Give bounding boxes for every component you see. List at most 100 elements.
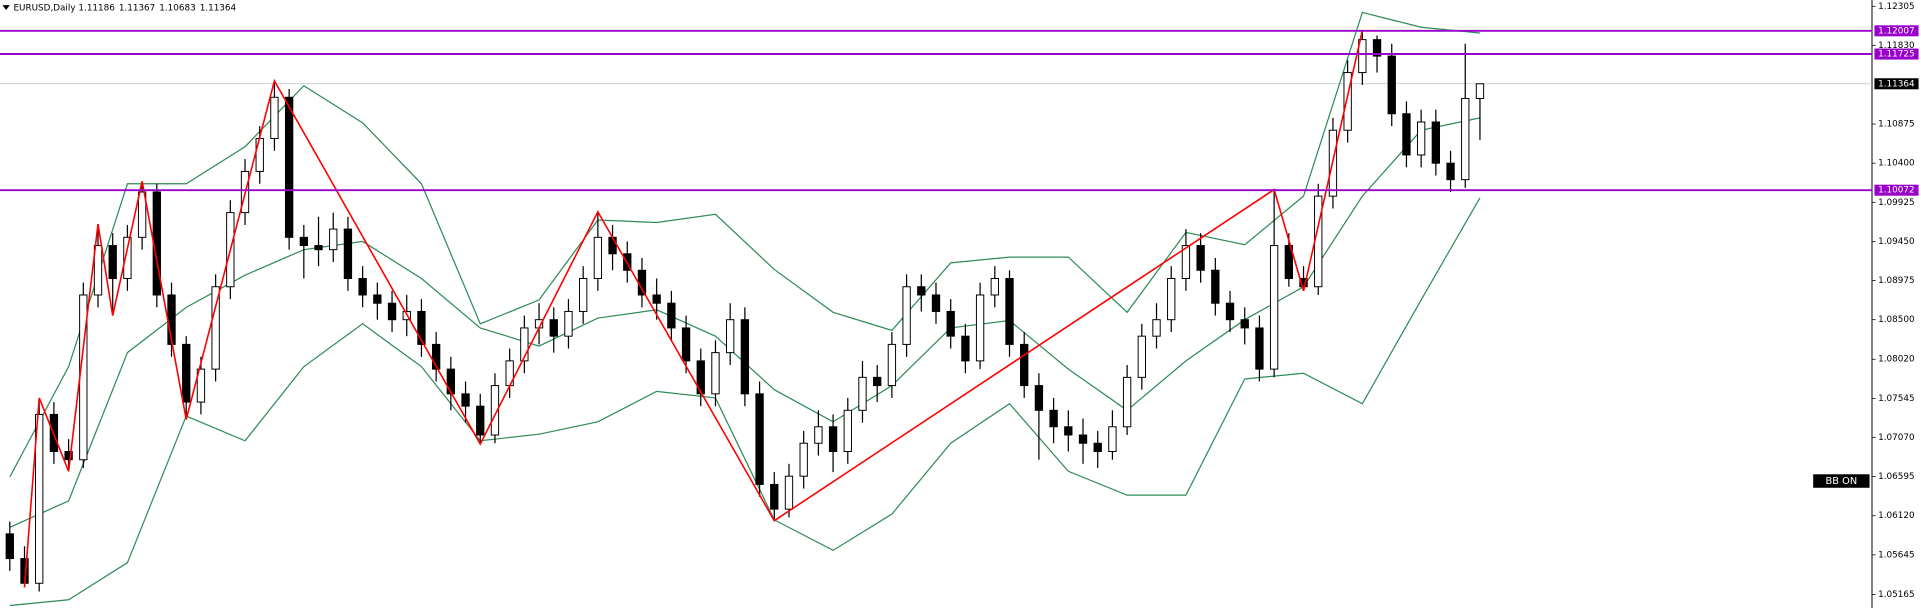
candle-body bbox=[1446, 162, 1455, 181]
y-tick-label: 1.07545 bbox=[1878, 394, 1914, 404]
candle bbox=[1269, 189, 1279, 378]
candle-body bbox=[329, 228, 338, 251]
y-tick-label: 1.05165 bbox=[1878, 590, 1914, 600]
y-tick-label: 1.06595 bbox=[1878, 472, 1914, 482]
candle bbox=[1152, 303, 1161, 349]
candle bbox=[5, 521, 14, 571]
candle bbox=[961, 323, 970, 374]
candle bbox=[564, 299, 573, 349]
zigzag bbox=[23, 30, 1364, 588]
candle-body bbox=[667, 302, 676, 329]
header-close: 1.11364 bbox=[200, 4, 237, 14]
candle-body bbox=[1064, 426, 1073, 436]
level-label-bg bbox=[1874, 25, 1919, 37]
candle-body bbox=[564, 310, 573, 337]
candle-body bbox=[93, 245, 103, 296]
candle bbox=[1122, 364, 1132, 436]
candle bbox=[1299, 266, 1308, 291]
candle bbox=[299, 224, 308, 279]
candle bbox=[329, 212, 338, 263]
candle-body bbox=[887, 343, 897, 387]
y-tick-label: 1.08975 bbox=[1878, 276, 1914, 286]
candle bbox=[93, 224, 103, 308]
candle-body bbox=[740, 319, 750, 395]
candle bbox=[549, 307, 558, 353]
header-high: 1.11367 bbox=[119, 4, 155, 14]
candle-body bbox=[755, 393, 764, 485]
candle-body bbox=[726, 319, 735, 354]
candle bbox=[652, 278, 661, 320]
candle bbox=[696, 348, 705, 407]
indicator-label-bg bbox=[1813, 474, 1870, 488]
candle-body bbox=[417, 310, 426, 345]
candle-body bbox=[108, 245, 117, 279]
candle bbox=[1211, 257, 1220, 316]
current-price-label: 1.11364 bbox=[1878, 79, 1915, 89]
candle-body bbox=[446, 368, 456, 395]
candle bbox=[1020, 332, 1029, 398]
candle bbox=[431, 332, 441, 382]
candle-body bbox=[35, 413, 44, 584]
candle bbox=[1196, 233, 1205, 283]
indicator-label: BB ON bbox=[1826, 476, 1858, 487]
menu-triangle[interactable] bbox=[2, 5, 10, 10]
candle-body bbox=[64, 450, 73, 461]
level-label-bg bbox=[1874, 184, 1919, 196]
y-tick-label: 1.09925 bbox=[1878, 198, 1914, 208]
candle-body bbox=[343, 228, 353, 279]
candle-body bbox=[255, 137, 264, 172]
candle bbox=[1358, 30, 1367, 85]
candle bbox=[373, 282, 382, 320]
candle-body bbox=[1152, 319, 1161, 337]
candle bbox=[1137, 323, 1146, 390]
candle-body bbox=[549, 319, 558, 337]
candle-body bbox=[1284, 245, 1293, 279]
candle-body bbox=[373, 294, 382, 304]
candle-body bbox=[299, 236, 308, 247]
candle bbox=[755, 381, 764, 497]
candle bbox=[1225, 290, 1235, 333]
bollinger-lower bbox=[9, 197, 1481, 607]
candle-body bbox=[608, 236, 617, 255]
y-tick-label: 1.08500 bbox=[1878, 315, 1915, 325]
candle-body bbox=[461, 393, 470, 407]
candle bbox=[108, 233, 117, 316]
candle bbox=[1387, 43, 1396, 127]
candle-body bbox=[799, 442, 808, 477]
candle bbox=[520, 315, 529, 374]
candle-body bbox=[1167, 278, 1176, 321]
candle bbox=[784, 463, 794, 518]
candle bbox=[461, 381, 470, 423]
candle-body bbox=[1122, 376, 1132, 428]
candle bbox=[270, 80, 279, 151]
candle-body bbox=[284, 96, 294, 238]
candle-body bbox=[1137, 335, 1146, 378]
candle-body bbox=[270, 96, 279, 139]
y-tick-label: 1.09450 bbox=[1878, 237, 1915, 247]
level-label: 1.10072 bbox=[1878, 186, 1914, 196]
candle bbox=[1461, 43, 1470, 188]
candle-body bbox=[1269, 245, 1279, 370]
candle-body bbox=[1093, 442, 1102, 452]
candle bbox=[975, 282, 985, 370]
candle bbox=[314, 216, 323, 267]
level-label-bg bbox=[1874, 48, 1919, 60]
y-tick-label: 1.12305 bbox=[1878, 2, 1914, 12]
candle bbox=[902, 274, 911, 357]
candle bbox=[858, 360, 867, 423]
y-tick-label: 1.07070 bbox=[1878, 433, 1915, 443]
candle-body bbox=[593, 236, 603, 279]
candle-body bbox=[681, 327, 691, 362]
candle-body bbox=[182, 343, 191, 403]
candle-body bbox=[990, 278, 999, 296]
candle bbox=[35, 397, 44, 592]
candle-body bbox=[975, 294, 985, 362]
candle-body bbox=[137, 191, 147, 238]
candle-body bbox=[1402, 113, 1411, 156]
candle bbox=[931, 282, 941, 324]
candle-body bbox=[1020, 343, 1029, 387]
candle bbox=[593, 211, 603, 291]
candle bbox=[343, 216, 353, 291]
